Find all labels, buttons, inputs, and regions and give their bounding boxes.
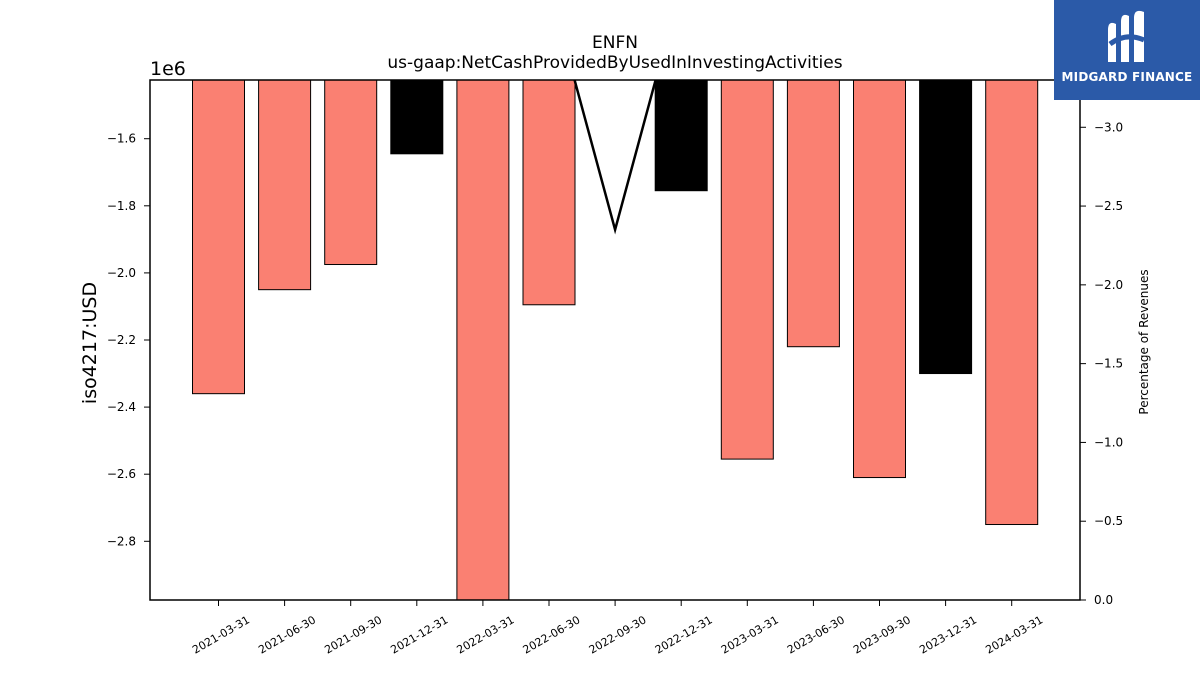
- bar-2021-06-30: [258, 79, 312, 291]
- y-right-tick-label: −2.0: [1094, 278, 1123, 292]
- x-axis: 2021-03-31 2021-06-30 2021-09-30 2021-12-31…: [190, 600, 1045, 657]
- bar-2021-12-31: [390, 79, 444, 155]
- x-tick-label: 2021-06-30: [256, 613, 318, 656]
- y-tick-label: −2.4: [107, 400, 136, 414]
- x-tick-label: 2021-12-31: [388, 613, 450, 656]
- x-tick-label: 2022-12-31: [653, 613, 715, 656]
- y-tick-label: −1.6: [107, 132, 136, 146]
- x-tick-label: 2022-03-31: [455, 613, 517, 656]
- x-tick-label: 2023-06-30: [785, 613, 847, 656]
- bar-2023-09-30: [853, 79, 906, 479]
- y-tick-label: −2.8: [107, 534, 136, 548]
- chart-subtitle: us-gaap:NetCashProvidedByUsedInInvesting…: [387, 53, 842, 73]
- chart-title: ENFN: [592, 33, 638, 53]
- y-tick-label: −2.6: [107, 467, 136, 481]
- x-tick-label: 2022-06-30: [521, 613, 583, 656]
- x-tick-label: 2022-09-30: [587, 613, 649, 656]
- bar-2021-09-30: [324, 79, 378, 266]
- y-right-tick-label: −1.0: [1094, 435, 1123, 449]
- x-tick-label: 2023-12-31: [917, 613, 979, 656]
- bar-2022-03-31: [456, 79, 510, 601]
- bar-2024-03-31: [985, 79, 1039, 526]
- y-right-tick-label: 0.0: [1094, 593, 1113, 607]
- x-tick-label: 2024-03-31: [983, 613, 1045, 656]
- x-tick-label: 2023-09-30: [851, 613, 913, 656]
- right-axis: −3.0 −2.5 −2.0 −1.5 −1.0 −0.5 0.0: [1080, 120, 1123, 607]
- line-layer: [573, 80, 657, 235]
- y-tick-label: −2.0: [107, 266, 136, 280]
- bar-2021-03-31: [192, 79, 245, 395]
- x-tick-label: 2021-03-31: [190, 613, 252, 656]
- bar-2023-06-30: [786, 79, 840, 348]
- y-right-tick-label: −3.0: [1094, 120, 1123, 134]
- logo-text: MIDGARD FINANCE: [1061, 70, 1193, 84]
- y-tick-label: −2.2: [107, 333, 136, 347]
- y-tick-label: −1.8: [107, 199, 136, 213]
- y-right-tick-label: −1.5: [1094, 357, 1123, 371]
- y-offset-label: 1e6: [150, 58, 186, 80]
- bar-2022-12-31: [654, 79, 708, 192]
- y-right-tick-label: −0.5: [1094, 514, 1123, 528]
- y-right-tick-label: −2.5: [1094, 199, 1123, 213]
- bar-2022-06-30: [522, 79, 576, 306]
- left-axis: −1.6 −1.8 −2.0 −2.2 −2.4 −2.6 −2.8: [107, 132, 150, 548]
- x-tick-label: 2021-09-30: [322, 613, 384, 656]
- midgard-logo-icon: [1108, 10, 1146, 62]
- bars-layer: [192, 79, 1039, 601]
- bar-2023-12-31: [919, 79, 973, 375]
- x-tick-label: 2023-03-31: [719, 613, 781, 656]
- y-axis-label-right: Percentage of Revenues: [1137, 269, 1151, 414]
- y-axis-label: iso4217:USD: [79, 282, 101, 404]
- revenue-percentage-line: [573, 80, 657, 235]
- midgard-finance-logo: MIDGARD FINANCE: [1054, 0, 1200, 100]
- bar-2023-03-31: [720, 79, 774, 460]
